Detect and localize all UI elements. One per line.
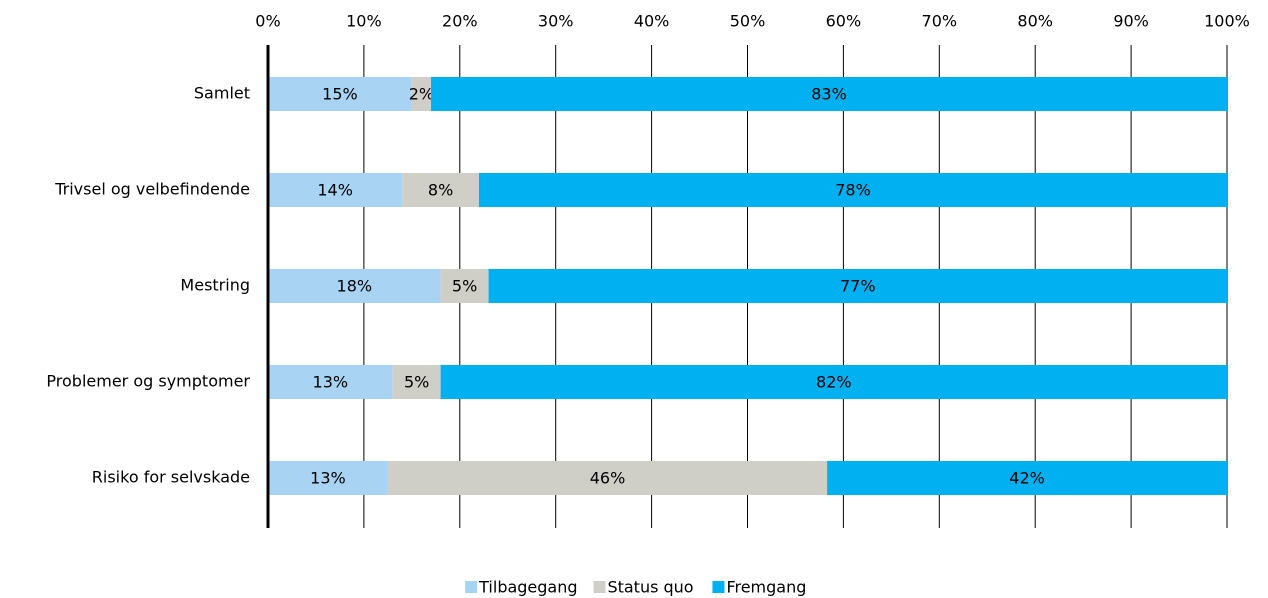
legend-label: Fremgang [726, 578, 806, 597]
bar-segment [268, 269, 441, 303]
bar-segment [392, 365, 441, 399]
x-tick-label: 50% [730, 12, 766, 31]
bar-segment [440, 269, 489, 303]
value-label: 5% [452, 277, 477, 296]
x-tick-label: 30% [538, 12, 574, 31]
value-label: 5% [404, 373, 429, 392]
legend-swatch [465, 581, 478, 593]
value-label: 42% [1009, 469, 1045, 488]
value-label: 8% [428, 181, 453, 200]
legend-swatch [712, 581, 725, 593]
bar-segment [387, 461, 828, 495]
value-label: 13% [310, 469, 346, 488]
y-tick-label: Samlet [194, 84, 250, 103]
x-tick-label: 10% [346, 12, 382, 31]
x-tick-label: 70% [922, 12, 958, 31]
bar-segment [431, 77, 1227, 111]
bar-segment [402, 173, 479, 207]
bar-segment [440, 365, 1227, 399]
bar-segment [478, 173, 1228, 207]
value-label: 82% [816, 373, 852, 392]
y-tick-label: Mestring [180, 276, 250, 295]
bar-segment [268, 461, 388, 495]
x-tick-label: 90% [1113, 12, 1149, 31]
y-tick-label: Trivsel og velbefindende [54, 180, 250, 199]
bar-segment [268, 77, 412, 111]
bar-segment [268, 365, 393, 399]
legend-label: Tilbagegang [478, 578, 577, 597]
value-label: 83% [811, 85, 847, 104]
value-label: 77% [840, 277, 876, 296]
value-label: 18% [337, 277, 373, 296]
y-tick-label: Problemer og symptomer [46, 372, 250, 391]
bar-segment [827, 461, 1227, 495]
x-tick-label: 60% [826, 12, 862, 31]
x-tick-label: 0% [255, 12, 280, 31]
value-label: 2% [409, 85, 434, 104]
x-tick-label: 80% [1017, 12, 1053, 31]
bar-segment [411, 77, 432, 111]
x-tick-label: 100% [1204, 12, 1250, 31]
legend-swatch [593, 581, 606, 593]
bar-segment [268, 173, 403, 207]
value-label: 14% [317, 181, 353, 200]
legend-label: Status quo [607, 578, 693, 597]
x-tick-label: 20% [442, 12, 478, 31]
bar-segment [488, 269, 1227, 303]
x-tick-label: 40% [634, 12, 670, 31]
y-tick-label: Risiko for selvskade [92, 468, 250, 487]
value-label: 13% [313, 373, 349, 392]
value-label: 78% [835, 181, 871, 200]
value-label: 15% [322, 85, 358, 104]
value-label: 46% [590, 469, 626, 488]
